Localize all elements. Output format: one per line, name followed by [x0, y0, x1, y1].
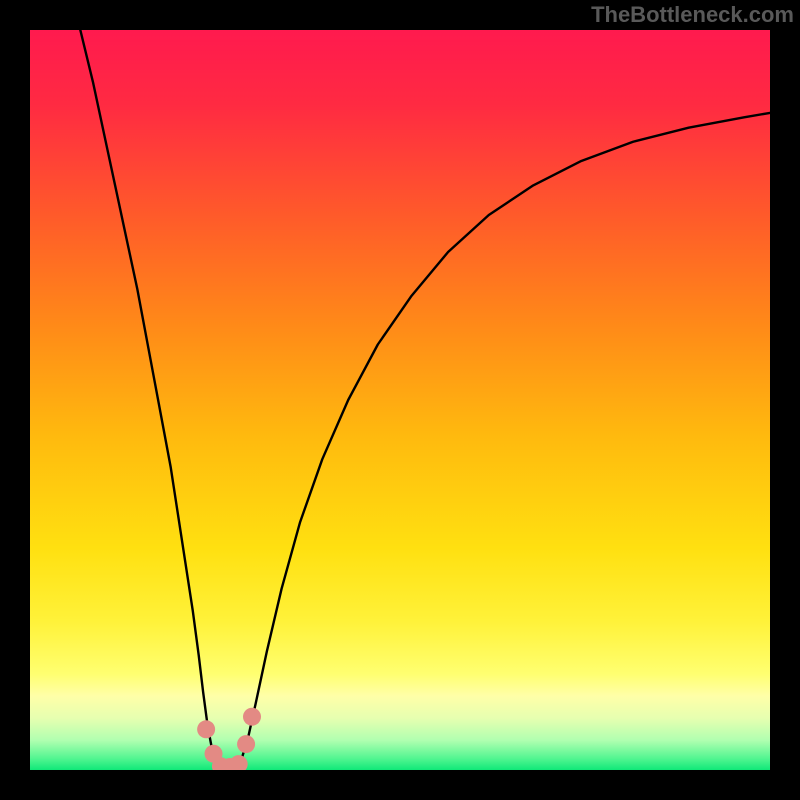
chart-svg [30, 30, 770, 770]
data-marker [243, 708, 261, 726]
curve-right-branch [237, 113, 770, 768]
curve-left-branch [80, 30, 221, 768]
outer-frame: TheBottleneck.com [0, 0, 800, 800]
data-marker [230, 755, 248, 770]
plot-area [30, 30, 770, 770]
data-marker [197, 720, 215, 738]
watermark-text: TheBottleneck.com [591, 2, 794, 28]
data-marker [237, 735, 255, 753]
